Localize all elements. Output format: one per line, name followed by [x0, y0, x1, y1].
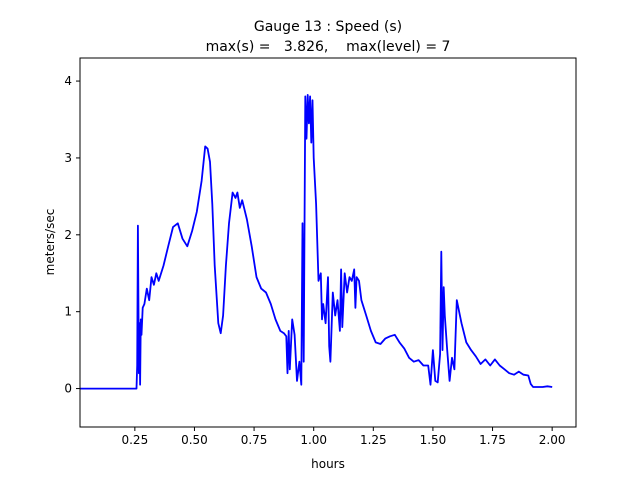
x-tick-label: 1.75 — [479, 433, 506, 447]
y-tick-label: 1 — [64, 305, 72, 319]
plot-frame — [79, 57, 577, 428]
y-tick-label: 0 — [64, 382, 72, 396]
speed-series-line — [80, 94, 553, 390]
y-axis: 0 1 2 3 4 — [64, 74, 80, 396]
y-axis-label: meters/sec — [43, 209, 57, 276]
y-tick-label: 2 — [64, 228, 72, 242]
x-tick-label: 1.50 — [420, 433, 447, 447]
x-tick-label: 0.50 — [181, 433, 208, 447]
x-tick-label: 0.75 — [241, 433, 268, 447]
x-tick-label: 1.25 — [360, 433, 387, 447]
series-layer — [80, 94, 553, 390]
chart-subtitle: max(s) = 3.826, max(level) = 7 — [206, 39, 451, 55]
x-axis: 0.25 0.50 0.75 1.00 1.25 1.50 1.75 2.00 — [121, 427, 566, 447]
chart-title: Gauge 13 : Speed (s) — [254, 19, 402, 35]
x-tick-label: 2.00 — [539, 433, 566, 447]
y-tick-label: 3 — [64, 151, 72, 165]
x-tick-label: 1.00 — [300, 433, 327, 447]
x-tick-label: 0.25 — [121, 433, 148, 447]
x-axis-label: hours — [311, 457, 345, 471]
y-tick-label: 4 — [64, 74, 72, 88]
